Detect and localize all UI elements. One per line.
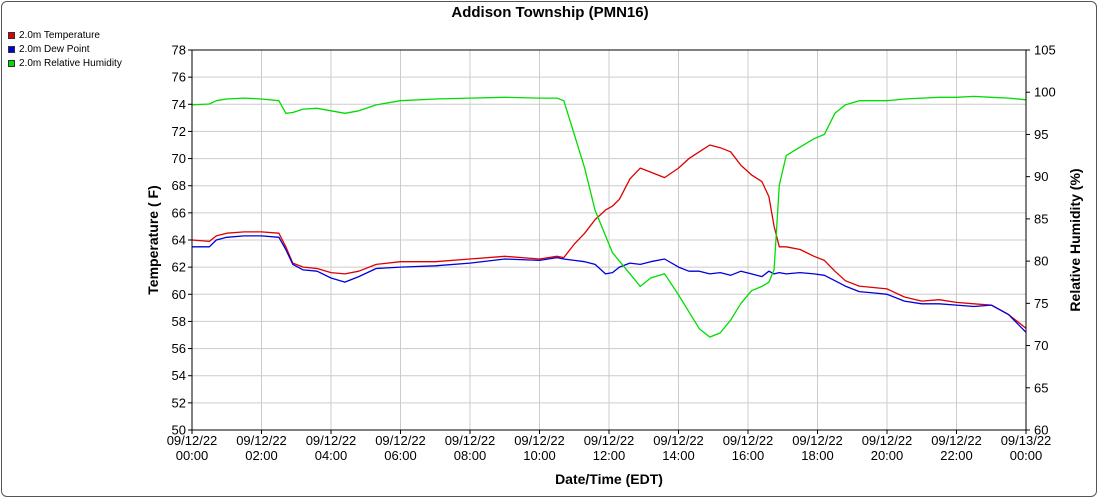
y2-tick-label: 100 xyxy=(1034,85,1056,100)
y2-tick-label: 85 xyxy=(1034,211,1048,226)
x-axis-label: Date/Time (EDT) xyxy=(555,471,663,487)
y-tick-label: 70 xyxy=(172,151,186,166)
y-tick-label: 52 xyxy=(172,395,186,410)
y2-tick-label: 105 xyxy=(1034,43,1056,58)
x-tick-date: 09/12/22 xyxy=(931,433,982,448)
x-tick-date: 09/12/22 xyxy=(514,433,565,448)
x-axis-ticks: 09/12/2200:0009/12/2202:0009/12/2204:000… xyxy=(167,430,1052,463)
y-axis-label: Temperature ( F) xyxy=(145,185,161,294)
x-tick-date: 09/12/22 xyxy=(236,433,287,448)
x-tick-time: 06:00 xyxy=(384,448,417,463)
x-tick-time: 18:00 xyxy=(801,448,834,463)
y-tick-label: 54 xyxy=(172,368,186,383)
legend-swatch-relative-humidity xyxy=(8,59,15,67)
series-lines xyxy=(191,95,1027,338)
x-tick-date: 09/12/22 xyxy=(862,433,913,448)
legend-label-relative-humidity: 2.0m Relative Humidity xyxy=(19,57,122,69)
y2-tick-label: 80 xyxy=(1034,254,1048,269)
legend-label-temperature: 2.0m Temperature xyxy=(19,29,100,41)
x-tick-time: 04:00 xyxy=(315,448,348,463)
series-line-temperature xyxy=(191,144,1027,329)
y-tick-label: 78 xyxy=(172,43,186,58)
y-tick-label: 66 xyxy=(172,205,186,220)
y-tick-label: 76 xyxy=(172,70,186,85)
y-tick-label: 60 xyxy=(172,287,186,302)
y-axis-ticks: 50 52 54 56 58 60 62 64 66 68 70 72 74 76 78 xyxy=(172,43,192,438)
x-tick-time: 02:00 xyxy=(245,448,278,463)
legend: 2.0m Temperature 2.0m Dew Point 2.0m Rel… xyxy=(8,28,122,70)
x-tick-date: 09/12/22 xyxy=(792,433,843,448)
legend-swatch-dew-point xyxy=(8,45,15,53)
x-tick-date: 09/12/22 xyxy=(375,433,426,448)
x-tick-time: 12:00 xyxy=(593,448,626,463)
y-tick-label: 62 xyxy=(172,260,186,275)
legend-item-dew-point: 2.0m Dew Point xyxy=(8,42,122,56)
x-tick-date: 09/13/22 xyxy=(1001,433,1052,448)
y-tick-label: 64 xyxy=(172,233,186,248)
x-tick-time: 14:00 xyxy=(662,448,695,463)
y2-tick-label: 75 xyxy=(1034,296,1048,311)
series-line-dew-point xyxy=(192,235,1027,333)
y-tick-label: 74 xyxy=(172,97,186,112)
x-tick-time: 00:00 xyxy=(1010,448,1043,463)
x-tick-time: 00:00 xyxy=(176,448,209,463)
x-tick-time: 22:00 xyxy=(940,448,973,463)
y2-tick-label: 65 xyxy=(1034,380,1048,395)
legend-item-temperature: 2.0m Temperature xyxy=(8,28,122,42)
grid-lines xyxy=(191,49,1027,431)
x-tick-time: 16:00 xyxy=(732,448,765,463)
series-line-relative-humidity xyxy=(191,95,1027,338)
y2-axis-ticks: 60 65 70 75 80 85 90 95 100 105 xyxy=(1026,43,1056,438)
x-tick-date: 09/12/22 xyxy=(653,433,704,448)
x-tick-time: 20:00 xyxy=(871,448,904,463)
y2-tick-label: 70 xyxy=(1034,338,1048,353)
y2-tick-label: 95 xyxy=(1034,127,1048,142)
y-tick-label: 72 xyxy=(172,124,186,139)
y-tick-label: 56 xyxy=(172,341,186,356)
legend-label-dew-point: 2.0m Dew Point xyxy=(19,43,90,55)
chart-title: Addison Township (PMN16) xyxy=(451,4,649,21)
x-tick-date: 09/12/22 xyxy=(584,433,635,448)
x-tick-date: 09/12/22 xyxy=(306,433,357,448)
y2-tick-label: 90 xyxy=(1034,169,1048,184)
x-tick-time: 10:00 xyxy=(523,448,556,463)
y2-tick-label: 60 xyxy=(1034,423,1048,438)
y-tick-label: 58 xyxy=(172,314,186,329)
x-tick-time: 08:00 xyxy=(454,448,487,463)
legend-item-relative-humidity: 2.0m Relative Humidity xyxy=(8,56,122,70)
x-tick-date: 09/12/22 xyxy=(167,433,218,448)
x-tick-date: 09/12/22 xyxy=(445,433,496,448)
x-tick-date: 09/12/22 xyxy=(723,433,774,448)
y2-axis-label: Relative Humidity (%) xyxy=(1067,168,1083,311)
y-tick-label: 68 xyxy=(172,178,186,193)
legend-swatch-temperature xyxy=(8,31,15,39)
y-tick-label: 50 xyxy=(172,423,186,438)
